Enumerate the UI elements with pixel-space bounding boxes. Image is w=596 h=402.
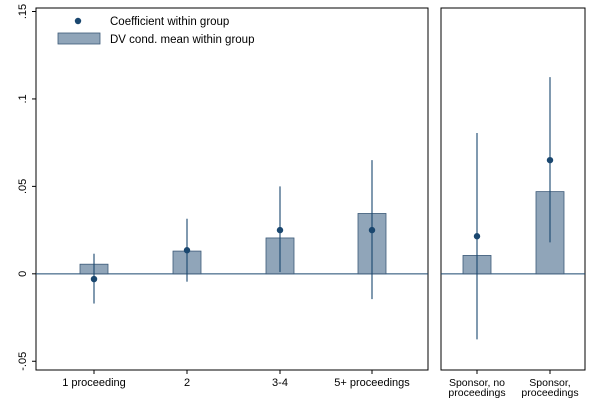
- coef-point: [276, 226, 284, 234]
- coef-point: [183, 247, 191, 254]
- coef-point: [368, 226, 376, 234]
- legend-bar-swatch: [57, 32, 101, 45]
- x-tick-label: Sponsor, no: [449, 377, 505, 389]
- left-panel: 1 proceeding 2 3-4 5+ proceedings -.05 0 .05 .1…: [17, 4, 429, 389]
- x-tick-label: 2: [184, 377, 190, 389]
- x-tick-label: proceedings: [448, 387, 505, 399]
- coef-point: [473, 233, 481, 240]
- x-tick-label: 1 proceeding: [62, 377, 126, 389]
- y-tick-label: -.05: [17, 352, 29, 371]
- plot-frame: [35, 7, 429, 371]
- legend-coef-label: Coefficient within group: [110, 16, 229, 28]
- y-tick-label: .05: [17, 179, 29, 194]
- x-tick-label: 5+ proceedings: [334, 377, 410, 389]
- y-tick-label: 0: [17, 271, 29, 277]
- plot-frame: [440, 7, 586, 371]
- right-panel: Sponsor, noproceedingsSponsor,proceeding…: [440, 7, 586, 399]
- legend-bar-label: DV cond. mean within group: [110, 34, 254, 46]
- x-tick-label: 3-4: [272, 377, 288, 389]
- legend: Coefficient within group DV cond. mean w…: [57, 16, 254, 46]
- y-tick-label: .1: [17, 94, 29, 103]
- x-tick-label: Sponsor,: [529, 377, 570, 389]
- coef-point: [90, 275, 98, 283]
- coef-point: [546, 156, 554, 164]
- y-tick-label: .15: [17, 4, 29, 19]
- legend-coef-marker: [74, 17, 82, 25]
- x-tick-label: proceedings: [521, 387, 578, 399]
